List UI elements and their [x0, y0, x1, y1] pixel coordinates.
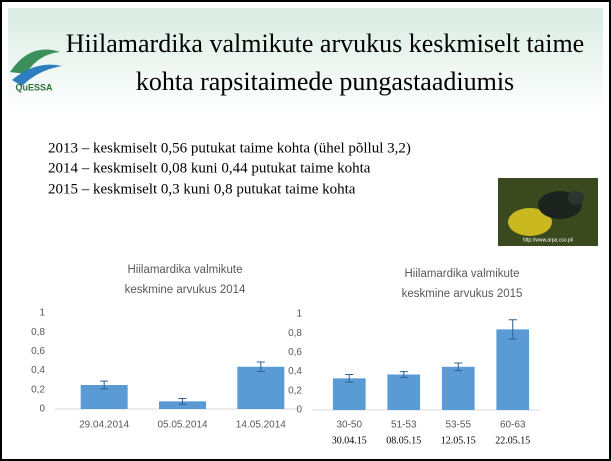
y-tick-label: 0,8	[288, 328, 302, 339]
bar	[442, 367, 475, 410]
bullet: 2014 – keskmiselt 0,08 kuni 0,44 putukat…	[48, 160, 371, 176]
bar	[333, 378, 366, 410]
y-tick-label: 0	[296, 405, 302, 416]
slide: QuESSA Hiilamardika valmikute arvukus ke…	[0, 0, 611, 461]
chart-title: keskmine arvukus 2015	[402, 288, 523, 300]
x-tick-label: 30.04.15	[332, 435, 367, 446]
logo-text: QuESSA	[15, 82, 53, 92]
chart-title: Hiilamardika valmikute	[404, 268, 519, 280]
slide-title: Hiilamardika valmikute arvukus keskmisel…	[66, 29, 584, 58]
y-tick-label: 0	[39, 404, 45, 415]
chart-title: Hiilamardika valmikute	[127, 264, 242, 276]
x-tick-label: 53-55	[445, 420, 471, 431]
x-tick-label: 22.05.15	[495, 435, 530, 446]
y-tick-label: 0,4	[288, 366, 302, 377]
image-caption: http://www.arpa.cso.pl/	[523, 237, 574, 243]
x-tick-label: 05.05.2014	[157, 420, 207, 431]
x-tick-label: 08.05.15	[386, 435, 421, 446]
x-tick-label: 51-53	[391, 420, 417, 431]
y-tick-label: 1	[296, 309, 302, 320]
x-tick-label: 14.05.2014	[236, 420, 286, 431]
bar	[387, 374, 420, 410]
bar	[237, 367, 284, 409]
bullet: 2013 – keskmiselt 0,56 putukat taime koh…	[48, 140, 411, 156]
slide-canvas: QuESSA Hiilamardika valmikute arvukus ke…	[0, 0, 611, 461]
y-tick-label: 0,6	[288, 347, 302, 358]
y-tick-label: 0,8	[31, 327, 45, 338]
x-tick-label: 29.04.2014	[79, 420, 129, 431]
y-tick-label: 0,6	[31, 346, 45, 357]
header-band	[8, 8, 603, 113]
y-tick-label: 0,4	[31, 365, 45, 376]
x-tick-label: 12.05.15	[441, 435, 476, 446]
bar	[496, 329, 529, 410]
x-tick-label: 30-50	[336, 420, 362, 431]
y-tick-label: 0,2	[31, 384, 45, 395]
y-tick-label: 1	[39, 308, 45, 319]
y-tick-label: 0,2	[288, 385, 302, 396]
chart-title: keskmine arvukus 2014	[125, 284, 246, 296]
slide-title: kohta rapsitaimede pungastaadiumis	[136, 67, 514, 96]
bullet: 2015 – keskmiselt 0,3 kuni 0,8 putukat t…	[48, 181, 356, 197]
beetle-photo: http://www.arpa.cso.pl/	[498, 178, 598, 246]
x-tick-label: 60-63	[500, 420, 526, 431]
